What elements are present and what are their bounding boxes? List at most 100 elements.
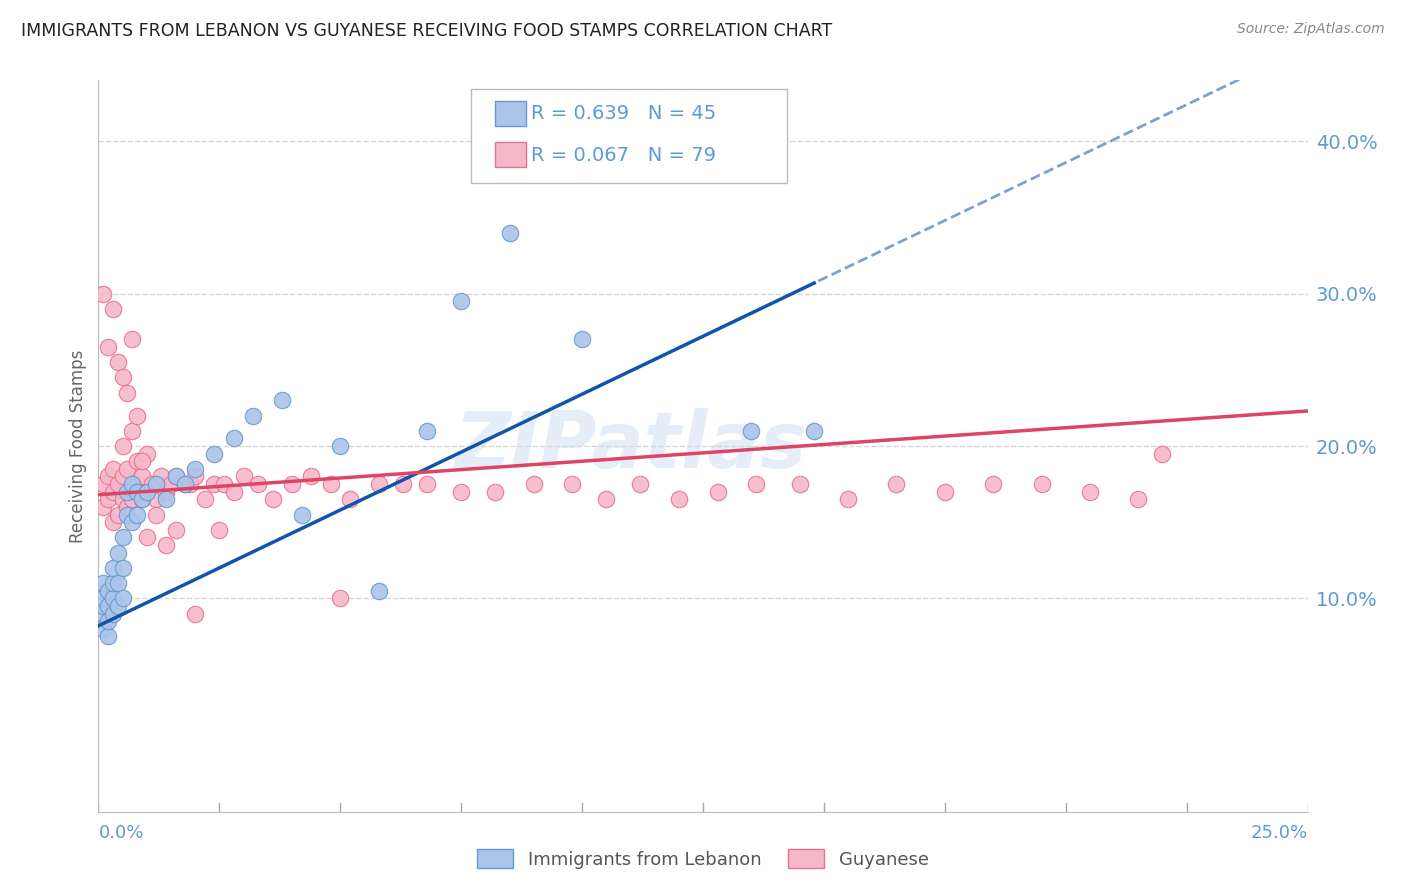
Point <box>789 477 811 491</box>
Point <box>111 370 134 384</box>
Point <box>91 599 114 613</box>
Point <box>339 492 361 507</box>
Point <box>165 469 187 483</box>
Point <box>111 530 134 544</box>
Point <box>127 508 149 522</box>
Point <box>91 591 114 606</box>
Point <box>271 393 294 408</box>
Point <box>416 477 439 491</box>
Point <box>155 492 177 507</box>
Point <box>107 508 129 522</box>
Point <box>135 484 157 499</box>
Point <box>165 523 187 537</box>
Point <box>1031 477 1053 491</box>
Point <box>107 599 129 613</box>
Point <box>242 409 264 423</box>
Point <box>111 561 134 575</box>
Point <box>174 477 197 491</box>
Point <box>1128 492 1150 507</box>
Point <box>262 492 284 507</box>
Point <box>117 462 139 476</box>
Text: R = 0.639   N = 45: R = 0.639 N = 45 <box>531 104 717 123</box>
Point <box>247 477 270 491</box>
Point <box>184 462 207 476</box>
Point <box>150 469 173 483</box>
Point <box>1152 447 1174 461</box>
Point <box>450 294 472 309</box>
Legend: Immigrants from Lebanon, Guyanese: Immigrants from Lebanon, Guyanese <box>470 842 936 876</box>
Point <box>111 492 134 507</box>
Point <box>121 332 143 346</box>
Point <box>97 469 120 483</box>
Text: Source: ZipAtlas.com: Source: ZipAtlas.com <box>1237 22 1385 37</box>
Point <box>184 469 207 483</box>
Point <box>981 477 1004 491</box>
Point <box>595 492 617 507</box>
Point <box>135 484 157 499</box>
Point <box>1078 484 1101 499</box>
Point <box>740 424 762 438</box>
Point <box>97 340 120 354</box>
Point <box>886 477 908 491</box>
Point <box>160 477 183 491</box>
Point <box>498 226 520 240</box>
Point <box>127 477 149 491</box>
Point <box>135 447 157 461</box>
Point <box>290 508 312 522</box>
Point <box>131 469 153 483</box>
Point <box>174 477 197 491</box>
Point <box>179 477 201 491</box>
Point <box>121 424 143 438</box>
Point <box>101 591 124 606</box>
Point <box>281 477 304 491</box>
Point <box>121 492 143 507</box>
Point <box>222 431 245 445</box>
Point <box>628 477 651 491</box>
Point <box>204 447 226 461</box>
Point <box>368 477 391 491</box>
Point <box>107 576 129 591</box>
Point <box>208 523 231 537</box>
Point <box>111 591 134 606</box>
Point <box>107 477 129 491</box>
Point <box>212 477 235 491</box>
Point <box>145 492 167 507</box>
Point <box>107 546 129 560</box>
Point <box>91 286 114 301</box>
Text: 0.0%: 0.0% <box>98 824 143 842</box>
Point <box>368 583 391 598</box>
Point <box>706 484 728 499</box>
Point <box>117 385 139 400</box>
Point <box>184 607 207 621</box>
Point <box>299 469 322 483</box>
Point <box>127 484 149 499</box>
Point <box>523 477 546 491</box>
Point <box>329 591 352 606</box>
Point <box>145 477 167 491</box>
Point <box>416 424 439 438</box>
Point <box>101 484 124 499</box>
Point <box>91 622 114 636</box>
Point <box>131 492 153 507</box>
Point <box>121 477 143 491</box>
Point <box>837 492 859 507</box>
Point <box>91 576 114 591</box>
Point <box>121 515 143 529</box>
Text: ZIPatlas: ZIPatlas <box>454 408 807 484</box>
Point <box>155 484 177 499</box>
Point <box>101 576 124 591</box>
Text: R = 0.067   N = 79: R = 0.067 N = 79 <box>531 145 717 165</box>
Point <box>222 484 245 499</box>
Point <box>97 599 120 613</box>
Point <box>204 477 226 491</box>
Point <box>392 477 415 491</box>
Y-axis label: Receiving Food Stamps: Receiving Food Stamps <box>69 350 87 542</box>
Point <box>127 454 149 468</box>
Point <box>450 484 472 499</box>
Point <box>117 508 139 522</box>
Point <box>101 301 124 316</box>
Point <box>101 462 124 476</box>
Point <box>145 508 167 522</box>
Point <box>934 484 956 499</box>
Point <box>117 500 139 514</box>
